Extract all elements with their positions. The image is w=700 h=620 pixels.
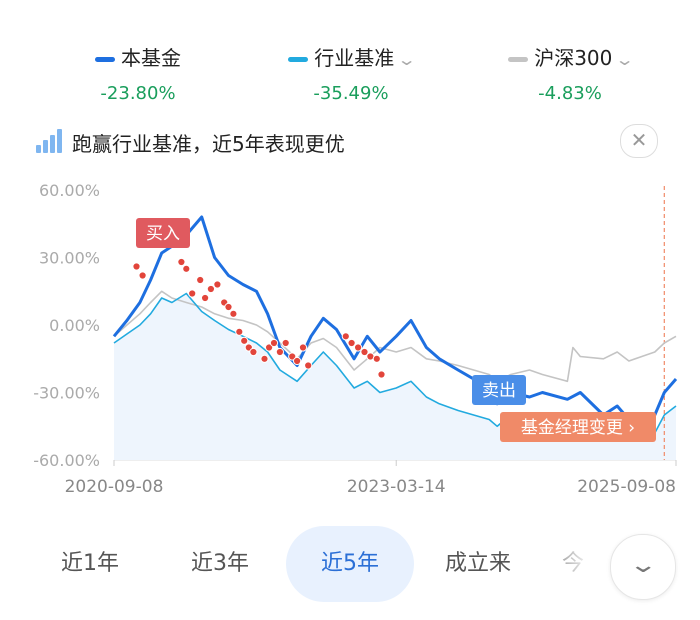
trade-point — [269, 338, 279, 348]
y-tick-label: 30.00% — [39, 249, 100, 268]
legend-item-fund[interactable]: 本基金 -23.80% — [78, 42, 198, 104]
trade-point — [240, 336, 249, 345]
tab-3y[interactable]: 近3年 — [191, 551, 249, 576]
trade-point — [235, 327, 244, 336]
chevron-down-icon: ⌄ — [396, 50, 418, 69]
close-icon[interactable]: ✕ — [620, 124, 658, 158]
series-swatch — [288, 57, 309, 62]
marker-label: 卖出 — [482, 381, 516, 401]
legend-item-csi300[interactable]: 沪深300 ⌄ -4.83% — [500, 42, 640, 104]
y-tick-label: -30.00% — [33, 384, 100, 403]
chart-legend: 本基金 -23.80% 行业基准 ⌄ -35.49% 沪深300 ⌄ -4.83% — [0, 42, 700, 112]
legend-label: 行业基准 — [314, 46, 395, 70]
legend-value: -35.49% — [313, 83, 389, 104]
trade-point — [298, 343, 308, 352]
trade-point — [229, 309, 238, 318]
y-tick-label: 0.00% — [49, 316, 100, 335]
chevron-down-icon: ⌄ — [615, 50, 636, 69]
trade-point — [182, 264, 191, 273]
trade-point — [354, 343, 363, 352]
trade-point — [281, 338, 290, 348]
series-swatch — [95, 57, 115, 62]
trade-point — [341, 332, 350, 341]
y-tick-label: 60.00% — [39, 181, 100, 200]
trade-point — [275, 347, 284, 357]
trade-point — [293, 356, 302, 366]
trade-point — [196, 275, 205, 285]
trade-point — [188, 289, 197, 298]
tip-text: 跑赢行业基准，近5年表现更优 — [72, 132, 345, 156]
chevron-down-icon[interactable]: ⌄ — [610, 534, 676, 600]
marker-label: 基金经理变更 › — [521, 418, 635, 438]
trade-point — [360, 347, 369, 357]
tab-since-inception[interactable]: 成立来 — [444, 551, 511, 576]
marker-badge — [472, 375, 526, 405]
bar-chart-up-icon — [36, 129, 62, 153]
trade-point — [347, 338, 356, 348]
period-tabs: 近1年 近3年 近5年 成立来 今 ⌄ — [0, 526, 700, 602]
trade-point — [377, 370, 386, 379]
legend-value: -4.83% — [538, 83, 602, 104]
series-swatch — [508, 57, 529, 62]
trade-point — [224, 302, 233, 312]
trade-point — [201, 293, 210, 303]
legend-value: -23.80% — [100, 83, 176, 104]
legend-label: 沪深300 — [534, 46, 613, 70]
performance-chart[interactable]: 60.00% 30.00% 0.00% -30.00% -60.00% 2020-09-0… — [0, 170, 700, 510]
marker-badge — [500, 412, 656, 442]
tab-1y[interactable]: 近1年 — [61, 551, 119, 576]
trade-point — [260, 354, 269, 363]
x-tick-label: 2023-03-14 — [347, 477, 446, 497]
legend-label: 本基金 — [121, 46, 181, 70]
trade-point — [304, 361, 313, 370]
tab-5y[interactable]: 近5年 — [286, 526, 414, 602]
legend-item-industry-benchmark[interactable]: 行业基准 ⌄ -35.49% — [276, 42, 426, 104]
x-tick-label: 2020-09-08 — [65, 477, 164, 497]
y-tick-label: -60.00% — [33, 451, 100, 470]
trade-point — [288, 352, 297, 361]
marker-label: 买入 — [146, 224, 180, 244]
trade-point — [213, 280, 222, 289]
trade-point — [249, 347, 258, 357]
marker-badge — [136, 218, 190, 248]
performance-tip: 跑赢行业基准，近5年表现更优 ✕ — [36, 124, 658, 158]
series-line-fund — [112, 215, 678, 421]
x-tick-label: 2025-09-08 — [577, 477, 676, 497]
trade-point — [206, 284, 215, 294]
trade-point — [177, 257, 186, 267]
trade-point — [132, 262, 141, 271]
trade-point — [372, 354, 381, 363]
trade-point — [138, 271, 147, 280]
trade-point — [265, 343, 274, 352]
